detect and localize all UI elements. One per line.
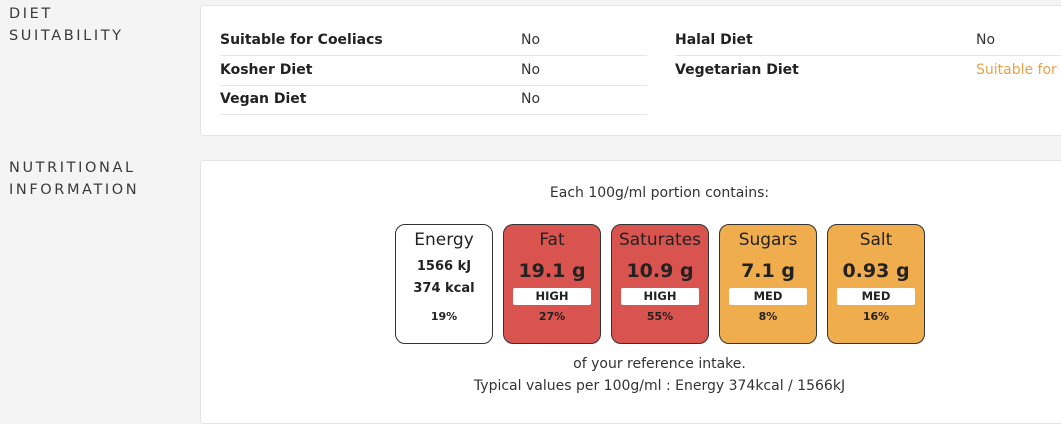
sugars-tile: Sugars 7.1 g MED 8% xyxy=(719,224,817,344)
portion-intro: Each 100g/ml portion contains: xyxy=(549,185,770,201)
energy-kj: 1566 kJ xyxy=(416,259,472,274)
diet-row-vegetarian: Vegetarian Diet Suitable for xyxy=(675,56,1061,85)
diet-heading-line1: DIET xyxy=(9,6,53,22)
diet-key: Vegetarian Diet xyxy=(675,62,799,78)
diet-suitability-heading: DIET SUITABILITY xyxy=(9,3,124,47)
diet-row-halal: Halal Diet No xyxy=(675,26,1061,56)
diet-value: No xyxy=(976,32,996,48)
tile-value: 0.93 g xyxy=(842,260,910,282)
tile-name: Saturates xyxy=(618,230,702,250)
tile-value: 7.1 g xyxy=(741,260,795,282)
diet-value: No xyxy=(521,32,541,48)
tile-percent: 55% xyxy=(646,310,674,323)
tile-level-badge: MED xyxy=(729,288,807,305)
diet-row-kosher: Kosher Diet No xyxy=(220,56,647,86)
tile-name: Fat xyxy=(539,230,565,250)
reference-intake-note: of your reference intake. xyxy=(573,356,746,372)
diet-value: No xyxy=(521,62,541,78)
diet-key: Suitable for Coeliacs xyxy=(220,32,383,48)
diet-key: Vegan Diet xyxy=(220,91,307,107)
diet-row-vegan: Vegan Diet No xyxy=(220,85,647,115)
nutrition-heading-line2: INFORMATION xyxy=(9,182,140,198)
tile-value: 19.1 g xyxy=(518,260,586,282)
tile-percent: 16% xyxy=(862,310,890,323)
diet-value: No xyxy=(521,91,541,107)
tile-percent: 27% xyxy=(538,310,566,323)
fat-tile: Fat 19.1 g HIGH 27% xyxy=(503,224,601,344)
diet-heading-line2: SUITABILITY xyxy=(9,28,124,44)
diet-key: Halal Diet xyxy=(675,32,753,48)
nutritional-information-panel: Each 100g/ml portion contains: Energy 15… xyxy=(200,160,1061,424)
tile-level-badge: MED xyxy=(837,288,915,305)
diet-suitability-panel: Suitable for Coeliacs No Kosher Diet No … xyxy=(200,5,1061,136)
nutrition-heading-line1: NUTRITIONAL xyxy=(9,160,136,176)
energy-name: Energy xyxy=(414,230,474,250)
diet-key: Kosher Diet xyxy=(220,62,313,78)
salt-tile: Salt 0.93 g MED 16% xyxy=(827,224,925,344)
energy-tile: Energy 1566 kJ 374 kcal 19% xyxy=(395,224,493,344)
tile-level-badge: HIGH xyxy=(621,288,699,305)
tile-name: Salt xyxy=(859,230,893,250)
saturates-tile: Saturates 10.9 g HIGH 55% xyxy=(611,224,709,344)
tile-level-badge: HIGH xyxy=(513,288,591,305)
diet-value: Suitable for xyxy=(976,62,1057,78)
energy-percent: 19% xyxy=(430,310,458,323)
diet-row-coeliacs: Suitable for Coeliacs No xyxy=(220,26,647,56)
typical-values-note: Typical values per 100g/ml : Energy 374k… xyxy=(473,378,846,394)
tile-name: Sugars xyxy=(738,230,798,250)
energy-kcal: 374 kcal xyxy=(413,281,475,296)
tile-percent: 8% xyxy=(758,310,778,323)
nutritional-information-heading: NUTRITIONAL INFORMATION xyxy=(9,157,139,201)
tile-value: 10.9 g xyxy=(626,260,694,282)
